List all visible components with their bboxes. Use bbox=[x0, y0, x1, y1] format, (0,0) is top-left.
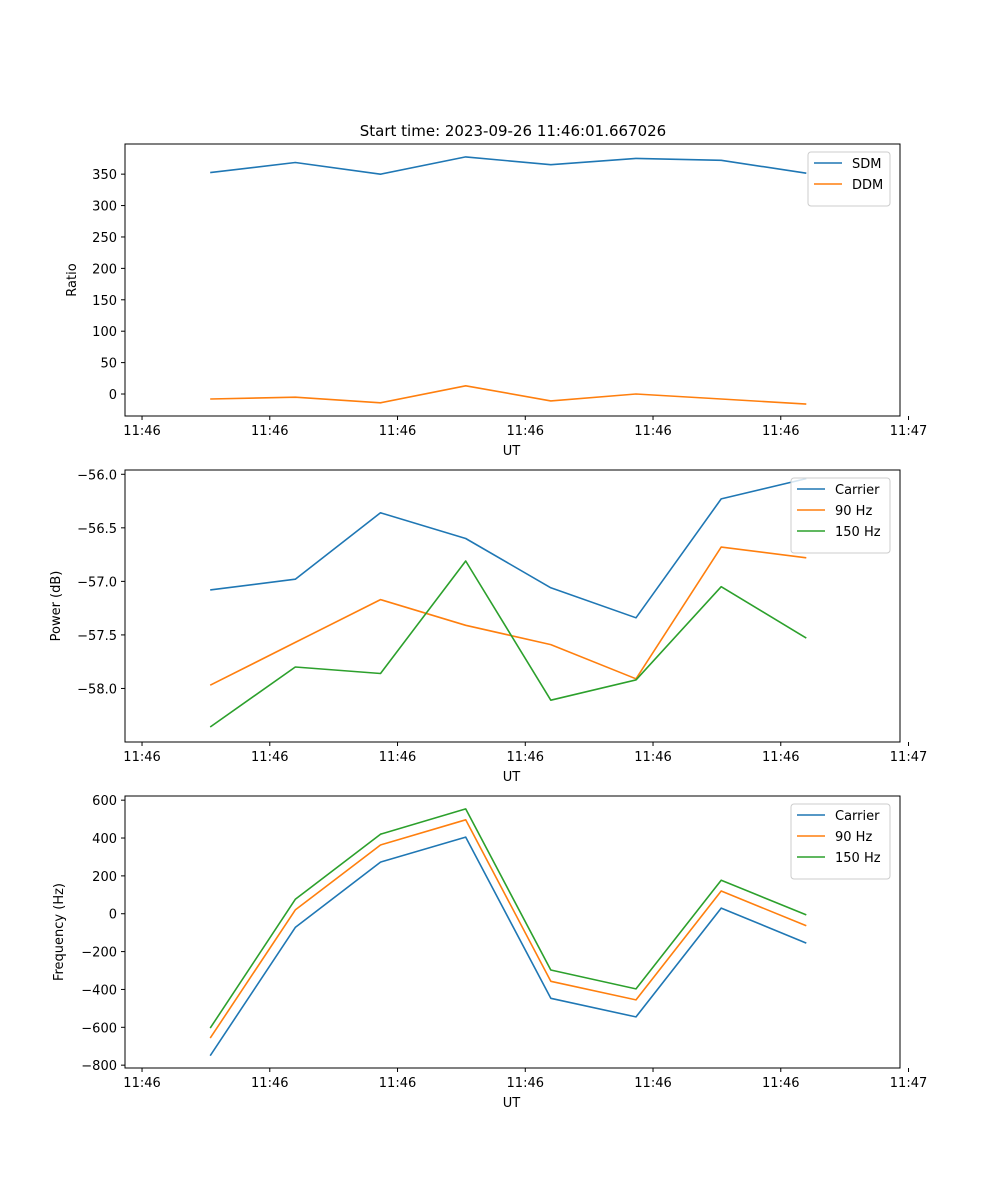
x-tick-label: 11:46 bbox=[123, 1076, 160, 1091]
x-tick-label: 11:46 bbox=[251, 750, 288, 765]
chart-panel-2: 11:46 11:46 11:46 11:46 11:46 11:46 11:47 UT −58… bbox=[49, 468, 927, 785]
legend-label: SDM bbox=[852, 157, 881, 172]
series-line-90-hz bbox=[209, 818, 807, 1039]
series-line-90-hz bbox=[209, 546, 807, 686]
legend-box bbox=[807, 151, 891, 207]
y-tick-label: 250 bbox=[92, 231, 117, 246]
legend-label: Carrier bbox=[835, 809, 880, 824]
chart-panel-1: 11:46 11:46 11:46 11:46 11:46 11:46 11:47 UT 0 50… bbox=[65, 143, 927, 459]
figure-title: Start time: 2023-09-26 11:46:01.667026 bbox=[360, 122, 666, 140]
x-axis-label: UT bbox=[503, 770, 521, 785]
series-line-carrier bbox=[209, 836, 807, 1057]
y-tick-label: 350 bbox=[92, 168, 117, 183]
series-line-150-hz bbox=[209, 808, 807, 1029]
x-tick-label: 11:46 bbox=[379, 750, 416, 765]
y-tick-label: 100 bbox=[92, 325, 117, 340]
series-line-150-hz bbox=[209, 560, 807, 728]
y-tick-label: −800 bbox=[81, 1059, 117, 1074]
x-tick-label: 11:46 bbox=[762, 750, 799, 765]
x-tick-label: 11:46 bbox=[634, 424, 671, 439]
x-tick-label: 11:46 bbox=[507, 424, 544, 439]
x-tick-label: 11:47 bbox=[890, 750, 927, 765]
y-tick-label: −200 bbox=[81, 946, 117, 961]
x-tick-label: 11:46 bbox=[379, 1076, 416, 1091]
x-axis-label: UT bbox=[503, 1096, 521, 1111]
y-tick-label: 600 bbox=[92, 794, 117, 809]
legend-box bbox=[790, 477, 891, 554]
x-tick-label: 11:46 bbox=[634, 1076, 671, 1091]
y-axis-label: Power (dB) bbox=[49, 571, 64, 642]
axes-frame bbox=[124, 143, 901, 417]
x-tick-label: 11:46 bbox=[379, 424, 416, 439]
x-tick-label: 11:46 bbox=[123, 750, 160, 765]
y-tick-label: 50 bbox=[100, 357, 117, 372]
x-tick-label: 11:46 bbox=[762, 1076, 799, 1091]
legend-label: 90 Hz bbox=[835, 830, 872, 845]
y-tick-label: 300 bbox=[92, 200, 117, 215]
y-tick-label: −56.5 bbox=[77, 522, 117, 537]
legend: Carrier 90 Hz 150 Hz bbox=[790, 477, 891, 554]
legend: SDM DDM bbox=[807, 151, 891, 207]
y-tick-label: −57.0 bbox=[77, 575, 117, 590]
axes-frame bbox=[124, 795, 901, 1069]
y-tick-label: −600 bbox=[81, 1021, 117, 1036]
x-tick-label: 11:47 bbox=[890, 424, 927, 439]
charts-group: 11:46 11:46 11:46 11:46 11:46 11:46 11:47 UT 0 50… bbox=[49, 143, 927, 1111]
y-tick-label: 0 bbox=[109, 388, 117, 403]
series-line-carrier bbox=[210, 477, 807, 619]
legend-box bbox=[790, 803, 891, 880]
axes-frame bbox=[124, 469, 901, 743]
x-tick-label: 11:46 bbox=[251, 1076, 288, 1091]
y-tick-label: 200 bbox=[92, 262, 117, 277]
x-tick-label: 11:47 bbox=[890, 1076, 927, 1091]
y-axis-label: Ratio bbox=[65, 263, 80, 296]
legend-label: Carrier bbox=[835, 483, 880, 498]
chart-panel-3: 11:46 11:46 11:46 11:46 11:46 11:46 11:47 UT −80… bbox=[52, 794, 927, 1111]
y-tick-label: 200 bbox=[92, 870, 117, 885]
x-tick-label: 11:46 bbox=[762, 424, 799, 439]
y-axis-label: Frequency (Hz) bbox=[52, 883, 67, 981]
legend-label: 150 Hz bbox=[835, 525, 881, 540]
y-tick-label: −56.0 bbox=[77, 468, 117, 483]
legend-label: 150 Hz bbox=[835, 851, 881, 866]
x-axis-label: UT bbox=[503, 444, 521, 459]
y-tick-label: 0 bbox=[109, 908, 117, 923]
y-tick-label: 150 bbox=[92, 294, 117, 309]
y-tick-label: −400 bbox=[81, 983, 117, 998]
legend: Carrier 90 Hz 150 Hz bbox=[790, 803, 891, 880]
y-tick-label: −58.0 bbox=[77, 682, 117, 697]
x-tick-label: 11:46 bbox=[507, 1076, 544, 1091]
legend-label: 90 Hz bbox=[835, 504, 872, 519]
series-line-sdm bbox=[210, 156, 807, 175]
series-line-ddm bbox=[210, 384, 807, 405]
y-tick-label: 400 bbox=[92, 832, 117, 847]
x-tick-label: 11:46 bbox=[507, 750, 544, 765]
y-tick-label: −57.5 bbox=[77, 629, 117, 644]
x-tick-label: 11:46 bbox=[251, 424, 288, 439]
legend-label: DDM bbox=[852, 178, 883, 193]
x-tick-label: 11:46 bbox=[123, 424, 160, 439]
x-tick-label: 11:46 bbox=[634, 750, 671, 765]
